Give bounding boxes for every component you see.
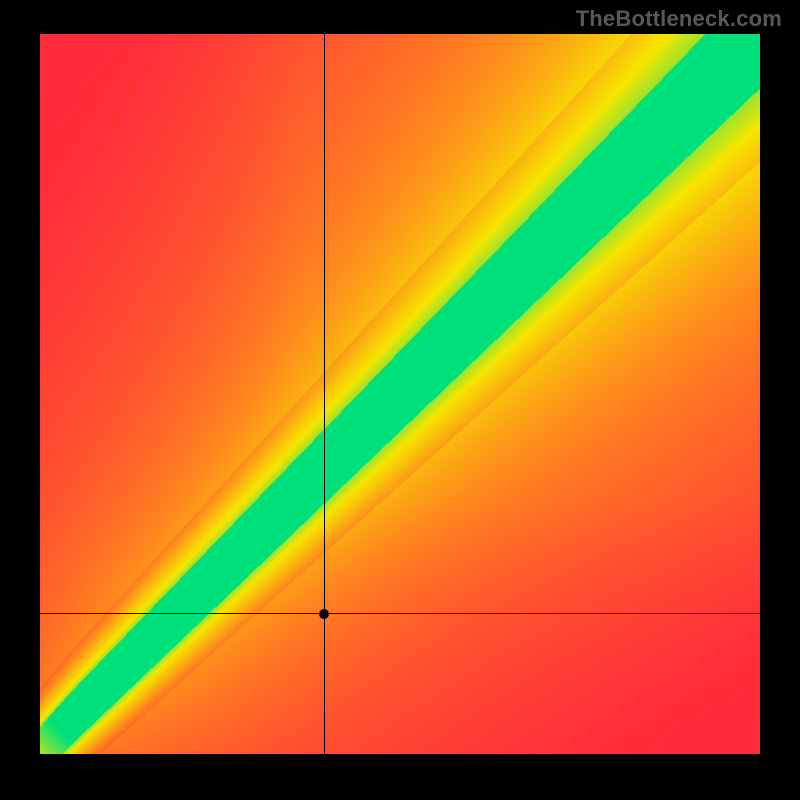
- crosshair-vertical: [324, 34, 325, 754]
- heatmap-plot: [40, 34, 760, 754]
- crosshair-horizontal: [40, 613, 760, 614]
- chart-container: TheBottleneck.com: [0, 0, 800, 800]
- data-point-marker: [319, 609, 329, 619]
- heatmap-canvas: [40, 34, 760, 754]
- watermark-text: TheBottleneck.com: [576, 6, 782, 32]
